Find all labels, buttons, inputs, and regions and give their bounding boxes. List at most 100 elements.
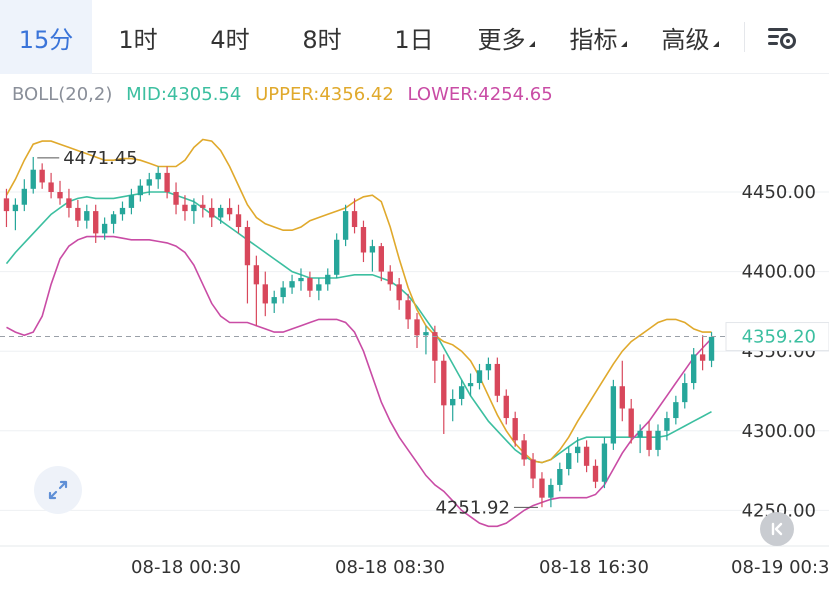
candle-body (235, 214, 242, 228)
candle-body (271, 297, 277, 304)
candle-body (601, 443, 608, 482)
candle-body (3, 198, 10, 212)
candle-body (280, 287, 286, 298)
boll-upper-value: UPPER:4356.42 (255, 84, 394, 105)
tab-label: 1时 (118, 25, 158, 54)
candle-body (298, 277, 304, 282)
candle-body (619, 386, 625, 409)
candle-body (334, 239, 340, 275)
candle-body (110, 214, 117, 224)
boll-mid-value: MID:4305.54 (126, 84, 242, 105)
boll-upper-line (5, 138, 712, 464)
candle-body (191, 204, 197, 212)
candle-body (30, 169, 36, 189)
tab-4h[interactable]: 4时 (184, 0, 276, 74)
tab-indicators[interactable]: 指标 (552, 0, 644, 74)
candle-body (84, 211, 90, 221)
boll-lower-value: LOWER:4254.65 (407, 84, 553, 105)
candle-body (548, 484, 554, 498)
candle-body (101, 223, 108, 234)
candle-body (155, 172, 161, 180)
candle-body (75, 207, 81, 221)
tab-1h[interactable]: 1时 (92, 0, 184, 74)
candle-body (432, 332, 438, 361)
tab-1d[interactable]: 1日 (368, 0, 460, 74)
candle-body (253, 265, 260, 285)
tab-label: 4时 (210, 25, 250, 54)
candle-body (521, 440, 527, 460)
x-tick-label: 08-18 16:30 (539, 557, 649, 578)
boll-indicator-legend: BOLL(20,2) MID:4305.54 UPPER:4356.42 LOW… (12, 84, 561, 105)
candlestick-chart[interactable]: 4450.004400.004350.004300.004250.004359.… (0, 112, 829, 596)
candle-body (128, 195, 135, 208)
chart-settings-icon[interactable] (762, 22, 802, 54)
high-annotation-label: 4471.45 (63, 148, 137, 169)
candle-body (342, 211, 349, 240)
candle-body (673, 402, 679, 419)
candle-body (503, 395, 509, 419)
candle-body (200, 204, 206, 208)
dropdown-caret-icon (528, 41, 535, 47)
candle-body (664, 418, 670, 431)
tab-8h[interactable]: 8时 (276, 0, 368, 74)
candle-body (494, 363, 501, 396)
candle-body (57, 192, 63, 199)
candle-body (441, 360, 447, 406)
y-tick-label: 4400.00 (742, 262, 816, 283)
candle-body (226, 207, 233, 215)
current-price-tag (725, 322, 829, 352)
dropdown-caret-icon (712, 41, 719, 47)
tab-15min[interactable]: 15分 (0, 0, 92, 74)
candle-body (530, 459, 536, 479)
candle-body (146, 179, 152, 186)
expand-chart-button[interactable] (34, 466, 82, 514)
skip-back-icon (771, 522, 783, 536)
timeframe-tabbar: 15分 1时 4时 8时 1日 更多 指标 高级 (0, 0, 829, 74)
candle-body (476, 370, 483, 384)
candle-body (66, 198, 72, 208)
y-tick-label: 4250.00 (742, 500, 816, 521)
candle-body (360, 227, 367, 253)
candle-body (512, 418, 518, 441)
candle-body (557, 469, 563, 485)
scroll-to-latest-button[interactable] (760, 512, 794, 546)
candle-body (209, 207, 215, 218)
tab-label: 指标 (569, 25, 618, 54)
tab-divider (744, 22, 745, 52)
candle-body (610, 386, 617, 444)
candle-body (137, 185, 144, 196)
candle-body (699, 354, 706, 361)
candle-body (583, 446, 590, 466)
candle-body (39, 169, 45, 183)
candle-body (378, 246, 384, 272)
tab-label: 8时 (302, 25, 342, 54)
y-tick-label: 4450.00 (742, 182, 816, 203)
candle-body (396, 284, 402, 301)
candle-body (119, 207, 126, 215)
candle-body (182, 204, 188, 212)
tab-advanced[interactable]: 高级 (644, 0, 736, 74)
candle-body (450, 398, 456, 406)
candle-body (539, 478, 545, 498)
candle-body (646, 430, 652, 450)
dropdown-caret-icon (620, 41, 627, 47)
candle-body (708, 336, 715, 361)
candle-body (351, 211, 358, 228)
candle-body (691, 354, 697, 384)
tab-more[interactable]: 更多 (460, 0, 552, 74)
candle-body (592, 465, 599, 482)
candle-body (458, 386, 465, 399)
tab-label: 15分 (18, 25, 74, 54)
boll-name: BOLL(20,2) (12, 84, 113, 105)
tab-label: 高级 (661, 25, 710, 54)
current-price-label: 4359.20 (742, 327, 816, 348)
candle-body (164, 172, 170, 192)
candle-body (387, 271, 393, 285)
candle-body (316, 284, 322, 291)
low-annotation-label: 4251.92 (436, 497, 510, 518)
candle-body (423, 332, 429, 336)
candle-body (325, 274, 331, 285)
candle-body (244, 227, 251, 266)
x-tick-label: 08-18 08:30 (335, 557, 445, 578)
boll-mid-line (5, 191, 712, 464)
